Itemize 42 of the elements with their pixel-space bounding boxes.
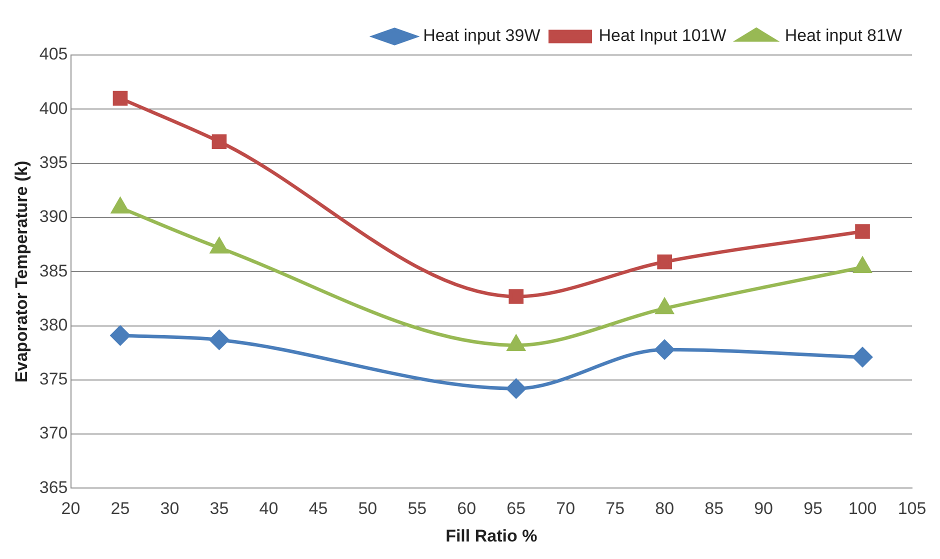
x-tick-label: 105 (898, 499, 926, 518)
y-tick-label: 390 (39, 207, 68, 226)
x-tick-label: 65 (506, 499, 526, 518)
legend-label: Heat input 39W (423, 26, 540, 46)
point (110, 326, 130, 346)
x-tick-label: 90 (754, 499, 774, 518)
point (506, 378, 526, 398)
legend-label: Heat input 81W (784, 26, 902, 46)
y-tick-label: 370 (39, 424, 68, 443)
y-tick-label: 375 (39, 370, 68, 389)
x-tick-label: 35 (210, 499, 229, 518)
x-tick-label: 75 (606, 499, 625, 518)
y-tick-label: 380 (39, 315, 68, 334)
x-tick-label: 60 (457, 499, 476, 518)
x-tick-label: 80 (655, 499, 674, 518)
x-tick-label: 55 (408, 499, 427, 518)
point (212, 134, 227, 150)
y-tick-label: 365 (39, 478, 68, 497)
y-tick-label: 405 (39, 44, 68, 64)
x-tick-label: 85 (704, 499, 724, 518)
x-tick-label: 25 (110, 499, 130, 518)
point (508, 289, 524, 304)
y-axis-title: Evaporator Temperature (k) (12, 160, 31, 382)
point (654, 340, 674, 360)
x-axis-title: Fill Ratio % (446, 526, 538, 546)
y-tick-label: 400 (39, 98, 68, 118)
point (852, 347, 872, 367)
point (855, 224, 870, 239)
x-tick-label: 20 (61, 499, 80, 518)
point (209, 330, 229, 350)
legend-label: Heat Input 101W (598, 26, 726, 46)
x-tick-label: 95 (804, 499, 822, 518)
y-tick-label: 385 (39, 261, 68, 280)
x-tick-label: 50 (358, 499, 378, 518)
point (112, 90, 128, 106)
x-tick-label: 45 (308, 499, 328, 518)
x-tick-label: 70 (556, 499, 576, 518)
x-tick-label: 30 (160, 499, 180, 518)
x-tick-label: 100 (848, 499, 877, 518)
y-tick-label: 395 (39, 152, 68, 172)
point (657, 254, 672, 270)
x-tick-label: 40 (259, 499, 278, 518)
